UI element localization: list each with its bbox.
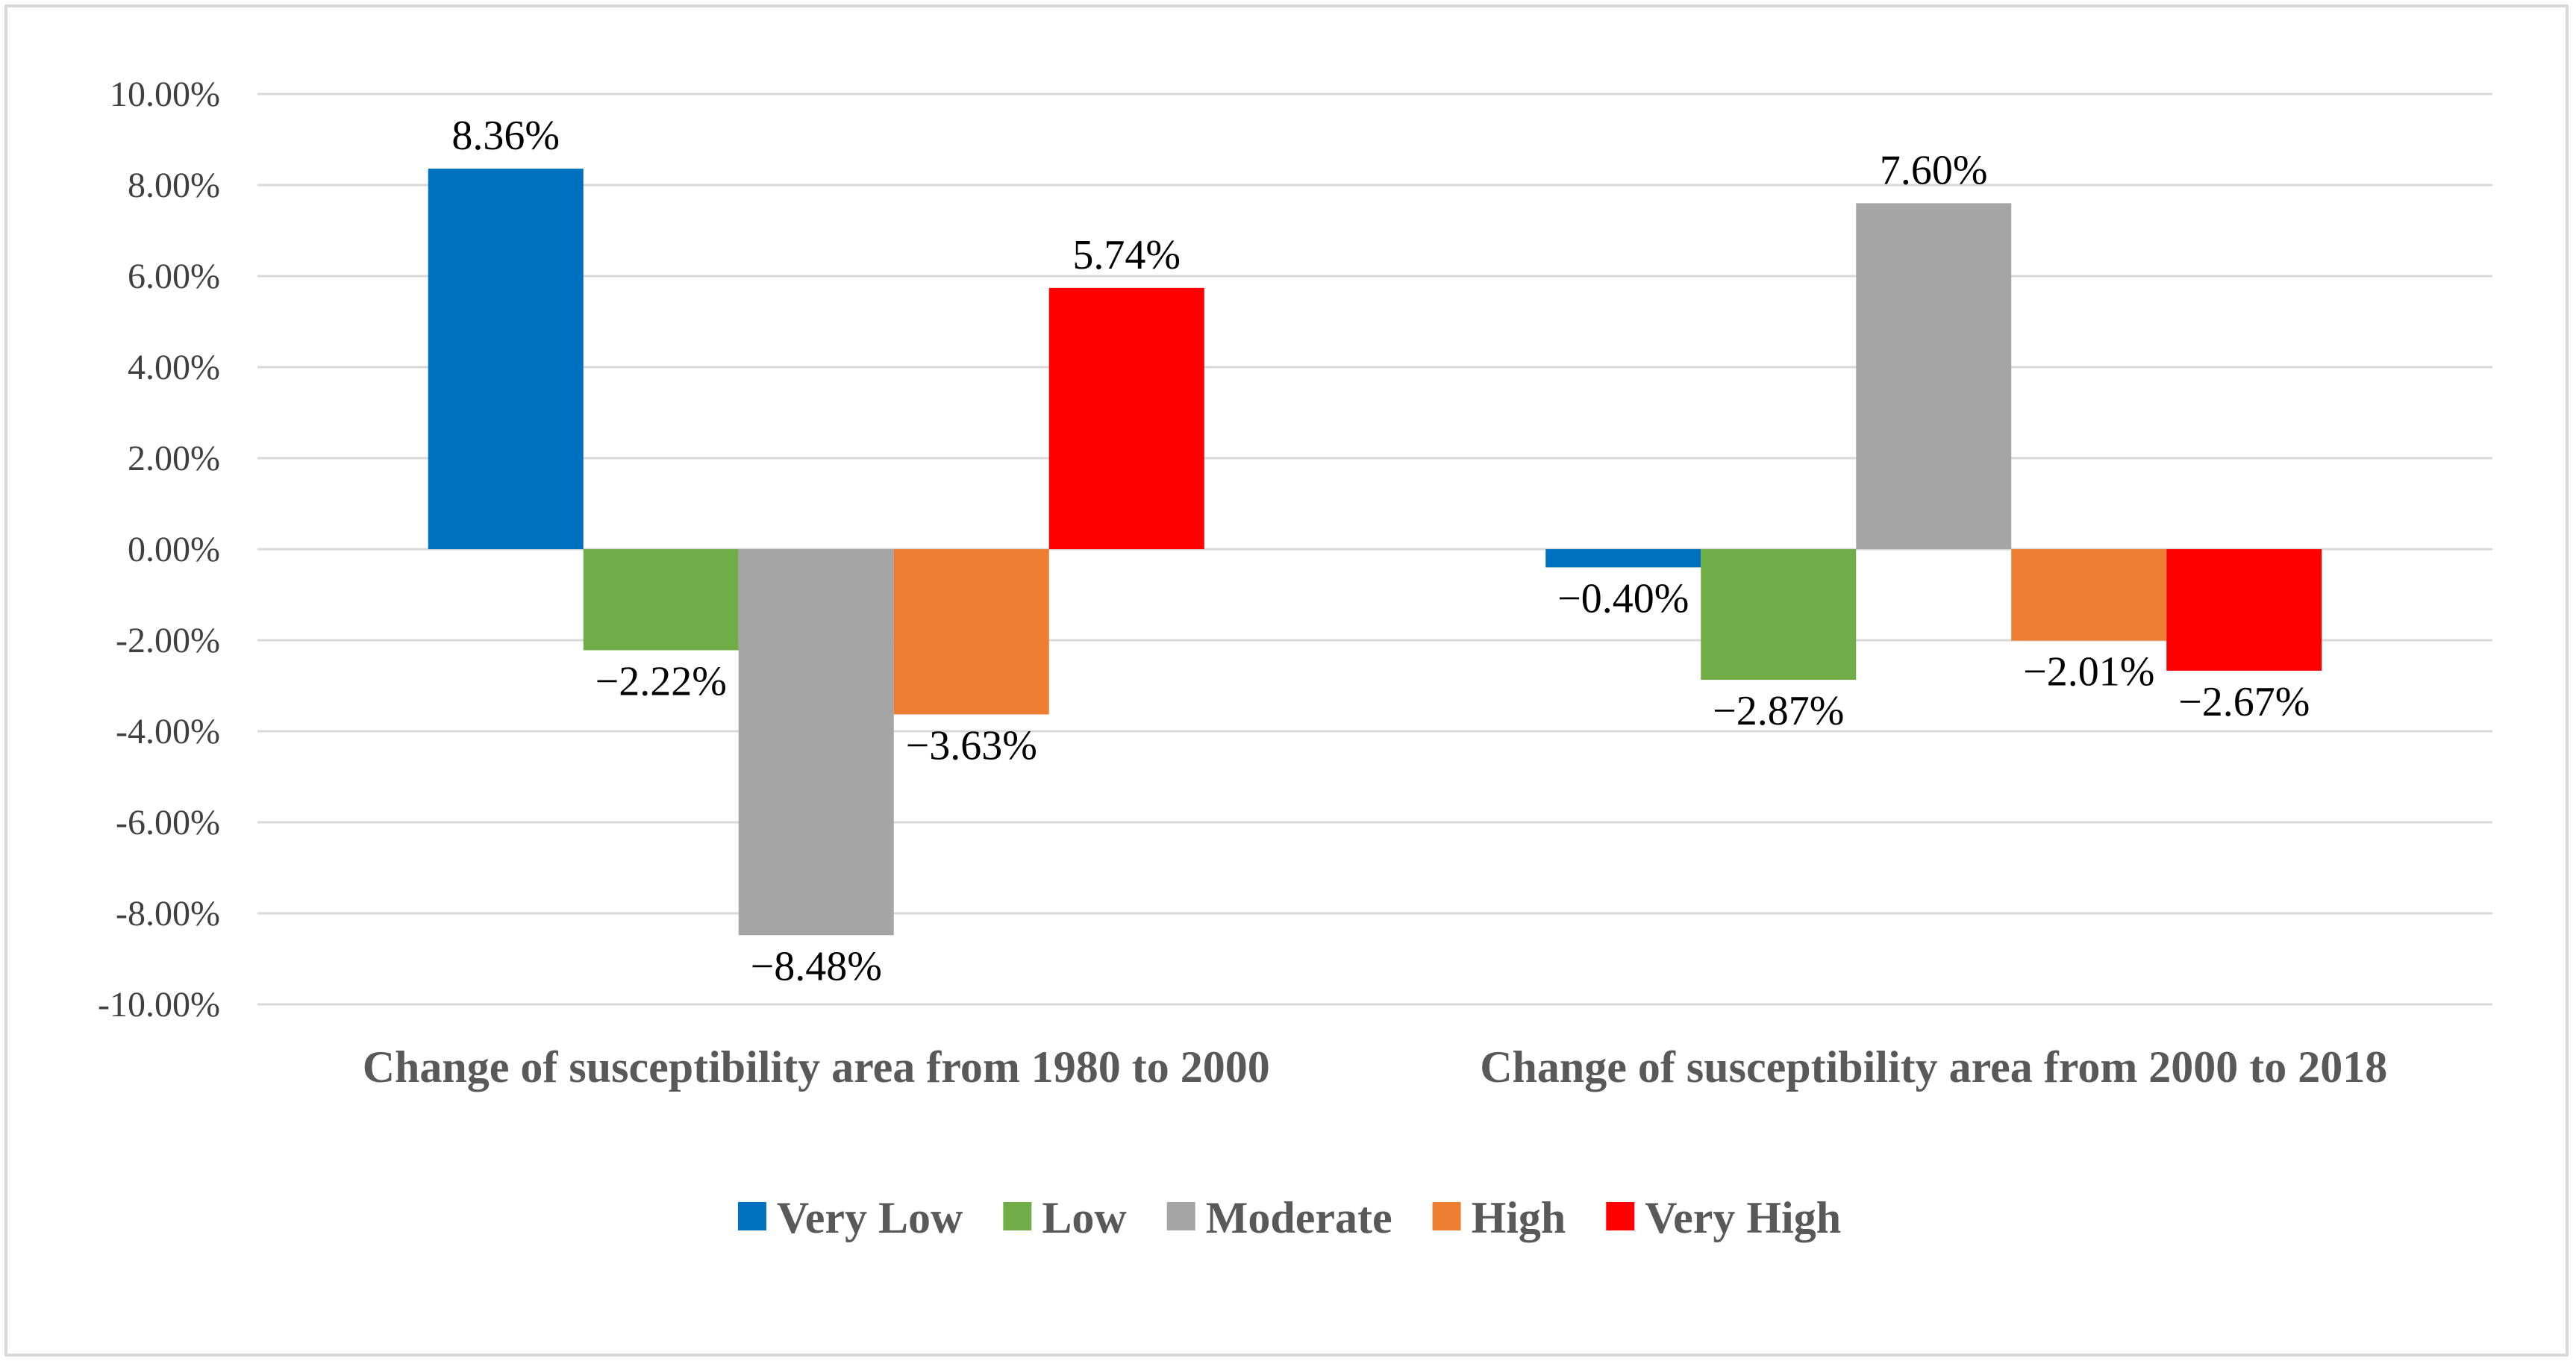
y-tick-label: 6.00% [128,257,220,296]
data-label: −2.67% [2178,679,2310,725]
bar-very-high [2166,549,2322,671]
y-tick-label: -10.00% [98,985,220,1024]
bar-low [583,549,739,651]
chart-svg: 10.00% 8.00% 6.00% 4.00% 2.00% 0.00% -2.00% -4.… [98,75,2492,1242]
data-label: −2.01% [2023,649,2154,695]
bar-very-low [1545,549,1701,568]
category-label: Change of susceptibility area from 1980 … [363,1042,1270,1092]
data-label: −3.63% [906,722,1037,769]
bar-very-high [1048,287,1204,549]
category-label: Change of susceptibility area from 2000 … [1480,1042,2387,1092]
legend-label-moderate: Moderate [1206,1193,1392,1242]
category-labels: Change of susceptibility area from 1980 … [363,1042,2388,1092]
data-label: 7.60% [1880,147,1988,193]
y-tick-label: 8.00% [128,166,220,205]
legend-label-very-high: Very High [1645,1193,1841,1242]
y-tick-label: -8.00% [116,894,220,933]
y-tick-label: 10.00% [110,75,220,114]
data-label: −8.48% [751,943,882,989]
bar-very-low [428,169,584,550]
y-tick-label: 4.00% [128,348,220,387]
chart-frame: 10.00% 8.00% 6.00% 4.00% 2.00% 0.00% -2.00% -4.… [4,4,2569,1357]
legend-label-high: High [1472,1193,1566,1242]
bar-moderate [738,549,894,936]
legend-label-very-low: Very Low [777,1193,963,1242]
legend: Very Low Low Moderate High Very High [737,1193,1841,1242]
y-tick-label: 0.00% [128,530,220,569]
y-tick-label: 2.00% [128,439,220,478]
data-label: −2.87% [1713,688,1844,734]
legend-swatch-moderate [1166,1202,1195,1230]
data-label: 5.74% [1072,232,1181,278]
legend-swatch-low [1003,1202,1032,1230]
data-label: −2.22% [595,658,727,704]
legend-swatch-very-high [1606,1202,1635,1230]
bar-moderate [1856,203,2012,549]
bars [428,169,2322,936]
y-axis-tick-labels: 10.00% 8.00% 6.00% 4.00% 2.00% 0.00% -2.00% -4.… [98,75,220,1024]
data-label: 8.36% [451,113,560,159]
y-tick-label: -6.00% [116,803,220,842]
data-labels: 8.36% −2.22% −8.48% −3.63% 5.74% −0.40% −2.87%… [451,113,2310,989]
bar-high [2011,549,2167,641]
legend-swatch-high [1432,1202,1461,1230]
y-tick-label: -2.00% [116,621,220,660]
data-label: −0.40% [1557,575,1689,622]
bar-low [1701,549,1857,681]
legend-swatch-very-low [737,1202,766,1230]
legend-label-low: Low [1042,1193,1127,1242]
y-tick-label: -4.00% [116,712,220,751]
bar-high [893,549,1049,715]
